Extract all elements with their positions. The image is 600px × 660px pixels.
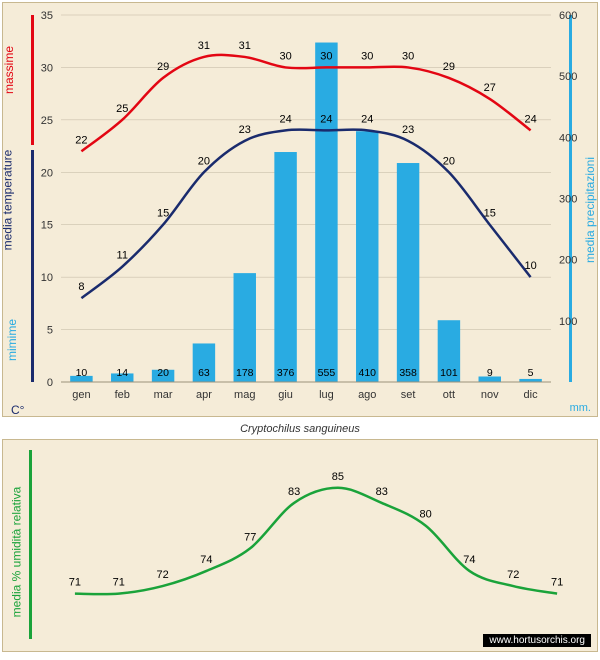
svg-text:5: 5 <box>47 325 53 337</box>
svg-text:9: 9 <box>487 367 493 379</box>
label-c-degree: C° <box>11 403 24 417</box>
species-caption: Cryptochilus sanguineus <box>0 419 600 437</box>
svg-text:24: 24 <box>361 113 373 125</box>
svg-text:77: 77 <box>244 531 256 543</box>
bottom-chart-svg: 71 71 72 74 77 83 85 83 80 74 72 71 <box>3 440 599 653</box>
svg-text:23: 23 <box>402 124 414 136</box>
svg-text:35: 35 <box>41 10 53 22</box>
svg-text:15: 15 <box>484 208 496 220</box>
svg-text:358: 358 <box>399 367 417 379</box>
label-umidita: media % umidità relativa <box>9 487 23 618</box>
svg-text:63: 63 <box>198 367 210 379</box>
svg-text:24: 24 <box>320 113 332 125</box>
svg-text:dic: dic <box>524 389 539 401</box>
svg-text:10: 10 <box>76 367 88 379</box>
svg-text:29: 29 <box>443 61 455 73</box>
svg-text:feb: feb <box>115 389 130 401</box>
svg-text:200: 200 <box>559 255 577 267</box>
svg-text:22: 22 <box>75 134 87 146</box>
humidity-chart-bottom: 71 71 72 74 77 83 85 83 80 74 72 71 media % umidità… <box>2 439 598 652</box>
label-massime: massime <box>2 46 16 94</box>
svg-text:71: 71 <box>551 577 563 589</box>
svg-text:555: 555 <box>318 367 336 379</box>
svg-text:29: 29 <box>157 61 169 73</box>
svg-text:mag: mag <box>234 389 255 401</box>
svg-text:gen: gen <box>72 389 90 401</box>
svg-text:20: 20 <box>41 167 53 179</box>
svg-text:mar: mar <box>154 389 173 401</box>
svg-text:10: 10 <box>524 260 536 272</box>
svg-text:25: 25 <box>116 103 128 115</box>
svg-text:27: 27 <box>484 82 496 94</box>
climate-chart-top: 0510152025303510020030040050060010142063… <box>2 2 598 417</box>
top-chart-svg: 0510152025303510020030040050060010142063… <box>3 3 599 418</box>
svg-text:83: 83 <box>288 486 300 498</box>
svg-text:410: 410 <box>358 367 376 379</box>
svg-text:14: 14 <box>116 367 128 379</box>
svg-text:23: 23 <box>239 124 251 136</box>
svg-text:85: 85 <box>332 471 344 483</box>
svg-text:25: 25 <box>41 115 53 127</box>
svg-text:101: 101 <box>440 367 458 379</box>
svg-text:15: 15 <box>41 220 53 232</box>
label-media-prec: media precipitazioni <box>583 157 597 263</box>
svg-text:8: 8 <box>78 281 84 293</box>
svg-text:71: 71 <box>69 577 81 589</box>
svg-text:20: 20 <box>157 367 169 379</box>
svg-text:5: 5 <box>528 367 534 379</box>
svg-text:30: 30 <box>279 50 291 62</box>
svg-text:30: 30 <box>41 62 53 74</box>
svg-text:apr: apr <box>196 389 212 401</box>
label-mimime: mimime <box>5 319 19 361</box>
svg-text:100: 100 <box>559 316 577 328</box>
svg-text:83: 83 <box>376 486 388 498</box>
svg-text:178: 178 <box>236 367 254 379</box>
svg-text:20: 20 <box>198 155 210 167</box>
label-media-temp: media temperature <box>0 150 14 251</box>
svg-text:0: 0 <box>47 377 53 389</box>
svg-text:74: 74 <box>200 554 212 566</box>
svg-text:ott: ott <box>443 389 455 401</box>
svg-text:500: 500 <box>559 71 577 83</box>
svg-text:72: 72 <box>507 569 519 581</box>
svg-text:ago: ago <box>358 389 376 401</box>
svg-text:lug: lug <box>319 389 334 401</box>
svg-text:376: 376 <box>277 367 295 379</box>
svg-text:80: 80 <box>419 509 431 521</box>
svg-text:24: 24 <box>279 113 291 125</box>
svg-text:600: 600 <box>559 10 577 22</box>
svg-text:300: 300 <box>559 194 577 206</box>
svg-text:30: 30 <box>402 50 414 62</box>
watermark: www.hortusorchis.org <box>483 634 591 647</box>
svg-text:31: 31 <box>198 40 210 52</box>
svg-text:20: 20 <box>443 155 455 167</box>
svg-text:10: 10 <box>41 272 53 284</box>
svg-text:giu: giu <box>278 389 293 401</box>
svg-text:71: 71 <box>113 577 125 589</box>
svg-text:15: 15 <box>157 208 169 220</box>
svg-text:nov: nov <box>481 389 499 401</box>
svg-text:11: 11 <box>117 250 128 262</box>
svg-text:set: set <box>401 389 416 401</box>
svg-text:400: 400 <box>559 132 577 144</box>
svg-text:72: 72 <box>156 569 168 581</box>
svg-text:30: 30 <box>320 50 332 62</box>
svg-text:31: 31 <box>239 40 251 52</box>
svg-text:24: 24 <box>524 113 536 125</box>
label-mm: mm. <box>570 402 591 414</box>
svg-text:74: 74 <box>463 554 475 566</box>
svg-text:30: 30 <box>361 50 373 62</box>
